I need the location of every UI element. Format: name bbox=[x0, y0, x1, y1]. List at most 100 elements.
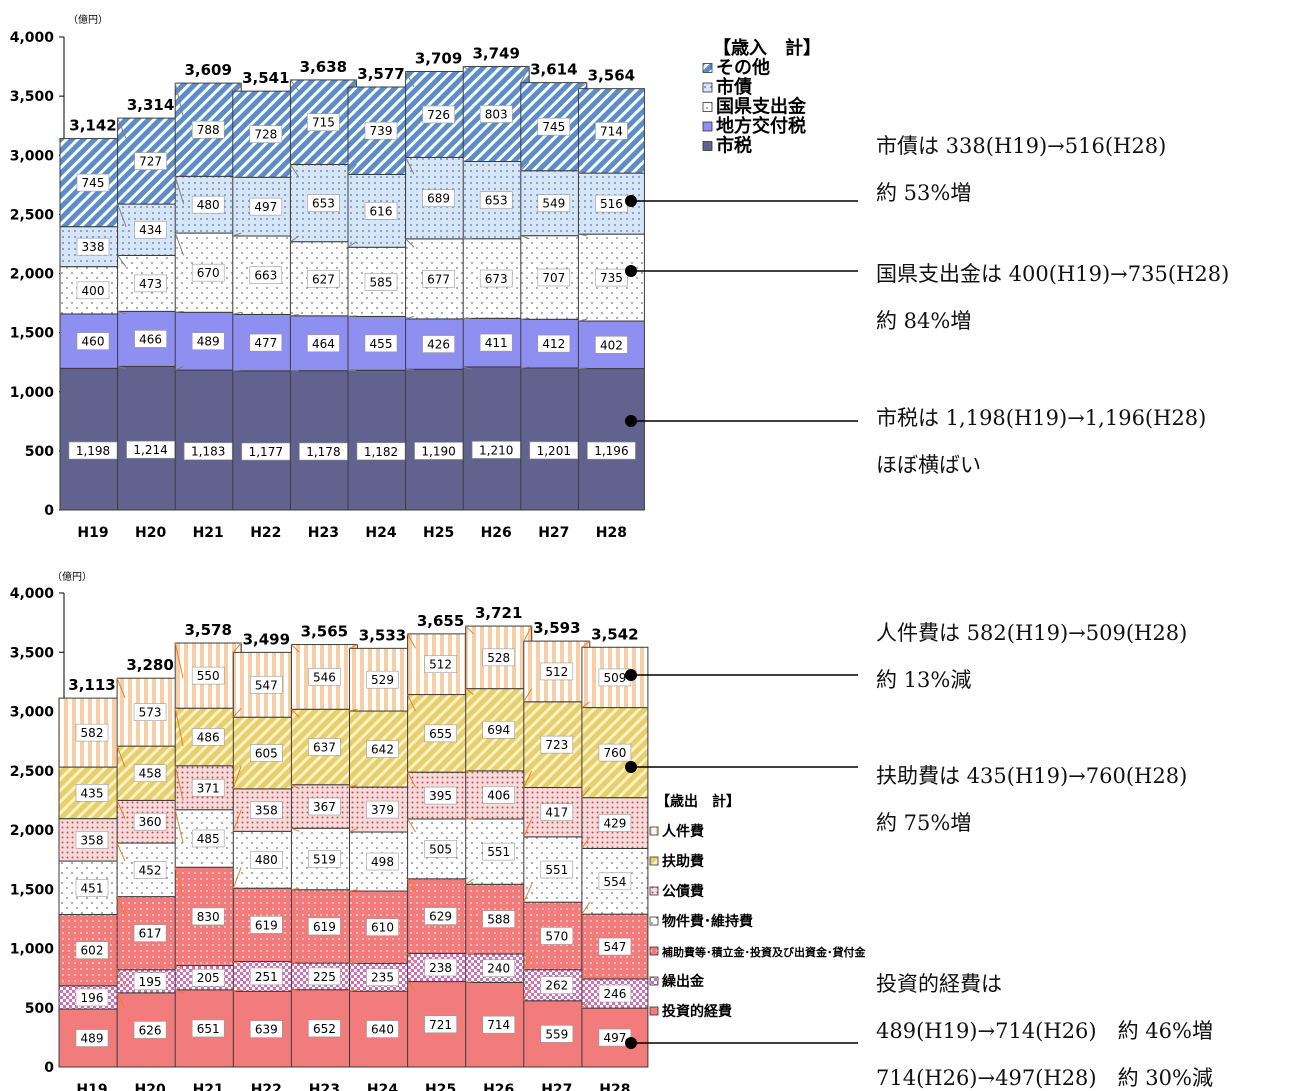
legend-label-goods-maintenance: 物件費･維持費 bbox=[662, 913, 753, 930]
data-label: 677 bbox=[427, 272, 450, 286]
bar-segment-city-tax bbox=[59, 367, 127, 511]
legend-swatch-other bbox=[702, 63, 713, 73]
data-label-box bbox=[308, 850, 341, 868]
data-label-box bbox=[126, 440, 175, 459]
data-label: 689 bbox=[427, 192, 450, 206]
series-connector-line bbox=[347, 241, 357, 248]
callout-dot bbox=[625, 415, 637, 427]
data-label-box bbox=[299, 442, 348, 461]
data-label: 529 bbox=[371, 673, 394, 687]
data-label-box bbox=[134, 152, 167, 170]
series-connector-line bbox=[117, 310, 127, 315]
series-connector-line bbox=[520, 161, 530, 172]
legend-swatch-investment-cost bbox=[649, 1006, 659, 1016]
annotation-line: 市税は 1,198(H19)→1,196(H28) bbox=[876, 406, 1207, 430]
data-label-box bbox=[308, 917, 341, 936]
series-connector-line bbox=[581, 836, 591, 849]
x-tick-label: H20 bbox=[135, 525, 166, 541]
data-label-box bbox=[250, 1020, 283, 1038]
data-label: 715 bbox=[312, 116, 335, 130]
series-connector-line bbox=[232, 765, 242, 790]
data-label-box bbox=[366, 852, 399, 871]
legend: 【歳出 計】人件費扶助費公債費物件費･維持費補助費等･積立金･投資及び出資金･貸… bbox=[649, 793, 866, 1020]
data-label-box bbox=[75, 723, 109, 742]
x-tick-label: H19 bbox=[77, 525, 108, 541]
series-connector-line bbox=[174, 642, 184, 679]
series-connector-line bbox=[175, 365, 184, 371]
data-label-box bbox=[68, 441, 118, 460]
data-label: 460 bbox=[82, 335, 105, 349]
data-label: 551 bbox=[545, 863, 568, 877]
data-label-box bbox=[598, 984, 632, 1003]
y-tick-label: 2,500 bbox=[10, 764, 55, 780]
data-label-box bbox=[482, 720, 516, 739]
annotation-line: 489(H19)→714(H26) 約 46%増 bbox=[876, 1019, 1213, 1043]
data-label-box bbox=[308, 738, 341, 756]
series-connector-line bbox=[581, 1000, 591, 1009]
data-label-box bbox=[191, 332, 225, 350]
series-connector-line bbox=[174, 176, 185, 205]
series-connector-line bbox=[581, 701, 591, 708]
y-tick-label: 0 bbox=[44, 503, 54, 519]
data-label: 1,196 bbox=[594, 444, 628, 458]
data-label: 497 bbox=[254, 200, 277, 214]
data-label: 655 bbox=[429, 727, 452, 741]
data-label-box bbox=[183, 442, 233, 461]
data-label-box bbox=[598, 937, 632, 956]
data-label-box bbox=[75, 988, 109, 1007]
series-connector-line bbox=[291, 784, 300, 790]
x-tick-label: H28 bbox=[596, 525, 627, 541]
data-label-box bbox=[308, 668, 341, 686]
series-connector-line bbox=[232, 369, 242, 372]
bar-segment-city-tax bbox=[232, 370, 300, 511]
y-tick-label: 1,500 bbox=[10, 326, 55, 342]
data-label-box bbox=[529, 441, 579, 460]
data-label: 570 bbox=[545, 929, 568, 943]
series-connector-line bbox=[232, 175, 242, 178]
data-label: 485 bbox=[197, 832, 220, 846]
y-tick-label: 3,000 bbox=[10, 705, 55, 721]
data-label-box bbox=[482, 786, 516, 804]
data-label-box bbox=[134, 220, 167, 239]
x-tick-label: H23 bbox=[308, 525, 339, 541]
total-label: 3,578 bbox=[184, 621, 231, 639]
legend-swatch-personnel-cost bbox=[649, 826, 659, 836]
data-label: 205 bbox=[197, 971, 220, 985]
data-label: 406 bbox=[487, 788, 510, 802]
x-tick-label: H24 bbox=[367, 1082, 398, 1091]
legend-title: 【歳入 計】 bbox=[713, 37, 821, 59]
data-label-box bbox=[249, 266, 283, 285]
annotation-line: 投資的経費は bbox=[876, 972, 1002, 996]
data-label-box bbox=[424, 786, 457, 805]
annotation-investment-cost: 投資的経費は 489(H19)→714(H26) 約 46%増 714(H26)… bbox=[876, 971, 1213, 1091]
series-connector-line bbox=[232, 867, 242, 889]
data-label-box bbox=[250, 801, 283, 819]
y-tick-label: 2,000 bbox=[10, 267, 55, 283]
data-label: 673 bbox=[485, 272, 508, 286]
total-label: 3,280 bbox=[126, 656, 173, 674]
data-label: 653 bbox=[485, 194, 508, 208]
data-label-box bbox=[366, 670, 399, 689]
series-connector-line bbox=[463, 366, 472, 370]
series-connector-line bbox=[581, 640, 591, 648]
data-label: 727 bbox=[139, 155, 162, 169]
data-label-box bbox=[133, 1021, 167, 1039]
data-label: 788 bbox=[197, 123, 220, 137]
data-label-box bbox=[424, 958, 457, 977]
data-label: 639 bbox=[255, 1023, 278, 1037]
data-label: 602 bbox=[81, 944, 104, 958]
series-connector-line bbox=[465, 878, 474, 885]
legend-label-investment-cost: 投資的経費 bbox=[662, 1003, 732, 1020]
data-label-box bbox=[307, 113, 340, 131]
data-label-box bbox=[76, 332, 110, 350]
data-label-box bbox=[134, 330, 167, 348]
data-label-box bbox=[540, 1025, 574, 1043]
data-label: 1,177 bbox=[249, 445, 283, 459]
data-label-box bbox=[366, 800, 399, 819]
total-label: 3,113 bbox=[68, 676, 115, 694]
x-tick-label: H20 bbox=[134, 1082, 165, 1091]
data-label: 626 bbox=[139, 1023, 162, 1037]
bar-segment-city-tax bbox=[520, 367, 588, 511]
data-label-box bbox=[366, 968, 399, 987]
